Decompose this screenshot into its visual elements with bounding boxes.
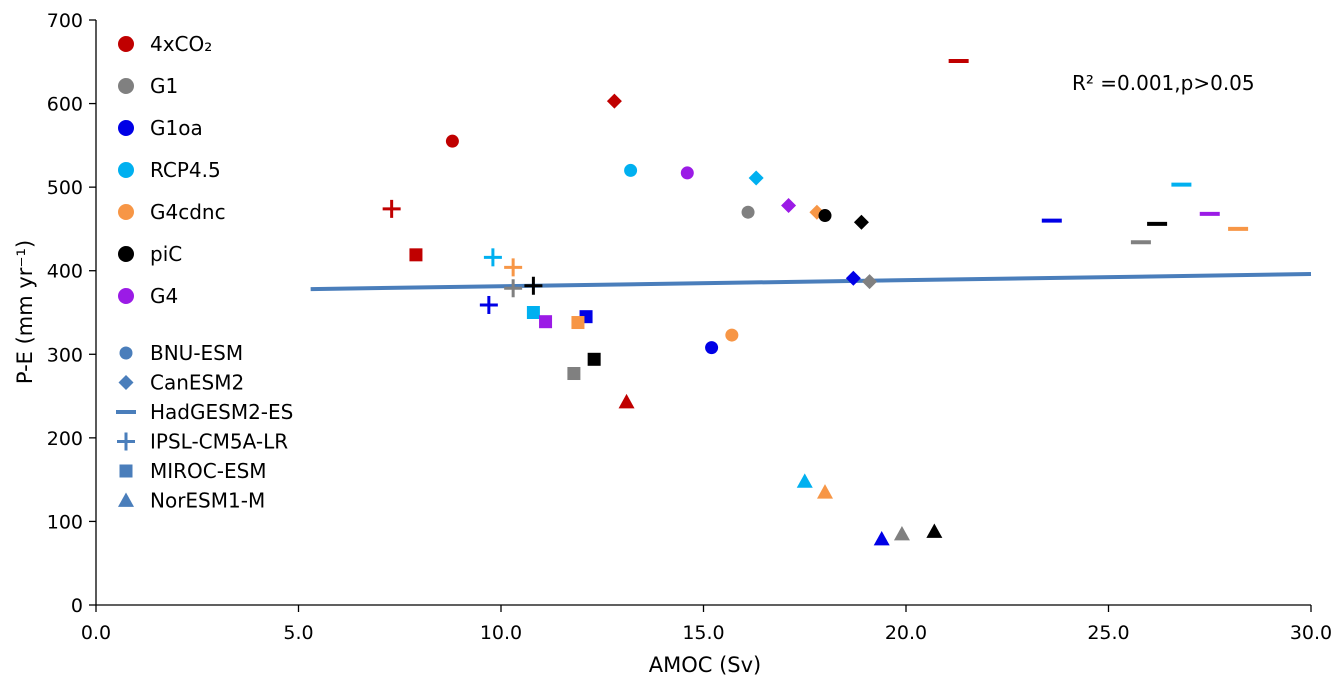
legend-marker-scenario: [118, 246, 134, 262]
legend-label-model: HadGESM2-ES: [150, 400, 293, 424]
legend-marker-model: [119, 346, 133, 360]
data-point-square: [567, 367, 581, 381]
legend-marker-model: [119, 464, 133, 478]
data-point-diamond: [781, 198, 797, 214]
y-tick-label: 700: [47, 10, 83, 32]
data-point-diamond: [862, 274, 878, 290]
data-point-diamond: [748, 170, 764, 186]
y-axis-title: P-E (mm yr⁻¹): [13, 240, 37, 384]
data-point-square: [409, 248, 423, 262]
data-point-plus: [524, 276, 543, 295]
x-axis-title: AMOC (Sv): [649, 653, 762, 677]
y-tick-label: 200: [47, 428, 83, 450]
data-point-plus: [504, 279, 523, 298]
legend-label-scenario: G4cdnc: [150, 200, 226, 224]
y-tick-label: 600: [47, 94, 83, 116]
y-tick-label: 100: [47, 511, 83, 533]
data-point-diamond: [853, 214, 869, 230]
legend-label-scenario: piC: [150, 242, 182, 266]
legend-marker-model: [118, 492, 134, 507]
data-points: [382, 58, 1249, 546]
x-tick-label: 15.0: [682, 622, 724, 644]
data-point-circle: [445, 134, 459, 148]
data-point-triangle: [926, 523, 943, 538]
legend-label-scenario: RCP4.5: [150, 158, 221, 182]
data-point-circle: [624, 163, 638, 177]
regression-line: [310, 272, 1312, 292]
y-tick-label: 500: [47, 177, 83, 199]
data-point-square: [571, 316, 585, 330]
data-point-triangle: [618, 393, 635, 409]
legend-marker-scenario: [118, 36, 134, 52]
x-tick-label: 25.0: [1087, 622, 1129, 644]
data-point-square: [587, 352, 601, 366]
data-point-plus: [504, 258, 523, 277]
legend-label-scenario: G1: [150, 74, 178, 98]
axes: 0.0 5.0 10.0 15.0 20.0 25.0 30.0 0 100 200 300 400 5…: [47, 10, 1332, 644]
legend-label-scenario: G4: [150, 284, 178, 308]
y-tick-label: 300: [47, 344, 83, 366]
legend-marker-scenario: [118, 288, 134, 304]
r-squared-annotation: R² =0.001,p>0.05: [1072, 71, 1255, 95]
data-point-plus: [382, 199, 401, 218]
data-point-circle: [818, 209, 832, 223]
data-point-triangle: [817, 484, 833, 499]
legend-marker-scenario: [118, 78, 134, 94]
data-point-circle: [725, 328, 739, 342]
legend-marker-model: [117, 432, 135, 451]
data-point-circle: [741, 205, 755, 219]
x-tick-label: 30.0: [1290, 622, 1332, 644]
data-point-plus: [483, 248, 502, 267]
data-point-circle: [705, 341, 719, 355]
legend-marker-scenario: [118, 162, 134, 178]
legend-label-scenario: 4xCO₂: [150, 32, 212, 56]
legend-marker-scenario: [118, 120, 134, 136]
legend-label-scenario: G1oa: [150, 116, 203, 140]
x-tick-label: 0.0: [81, 622, 111, 644]
data-point-circle: [680, 166, 694, 180]
legend-label-model: CanESM2: [150, 371, 244, 395]
y-tick-label: 0: [71, 595, 83, 617]
data-point-triangle: [893, 525, 910, 541]
legend-label-model: MIROC-ESM: [150, 459, 267, 483]
data-point-triangle: [796, 473, 813, 488]
legend-label-model: BNU-ESM: [150, 341, 243, 365]
x-tick-label: 5.0: [283, 622, 313, 644]
data-point-diamond: [606, 93, 622, 109]
x-tick-label: 10.0: [480, 622, 522, 644]
data-point-plus: [479, 295, 498, 314]
x-tick-label: 20.0: [885, 622, 927, 644]
data-point-square: [539, 315, 553, 329]
legend-label-model: IPSL-CM5A-LR: [150, 430, 288, 454]
legend-marker-model: [118, 375, 134, 390]
legend-label-model: NorESM1-M: [150, 489, 265, 513]
data-point-square: [526, 306, 540, 319]
trendline-layer: [310, 272, 1312, 292]
data-point-diamond: [845, 270, 861, 286]
legend-marker-scenario: [118, 204, 134, 220]
data-point-triangle: [873, 530, 890, 546]
y-tick-label: 400: [47, 261, 83, 283]
legend: 4xCO₂ G1 G1oa RCP4.5 G4cdnc piC G4 BNU-ESM CanES…: [116, 32, 293, 513]
